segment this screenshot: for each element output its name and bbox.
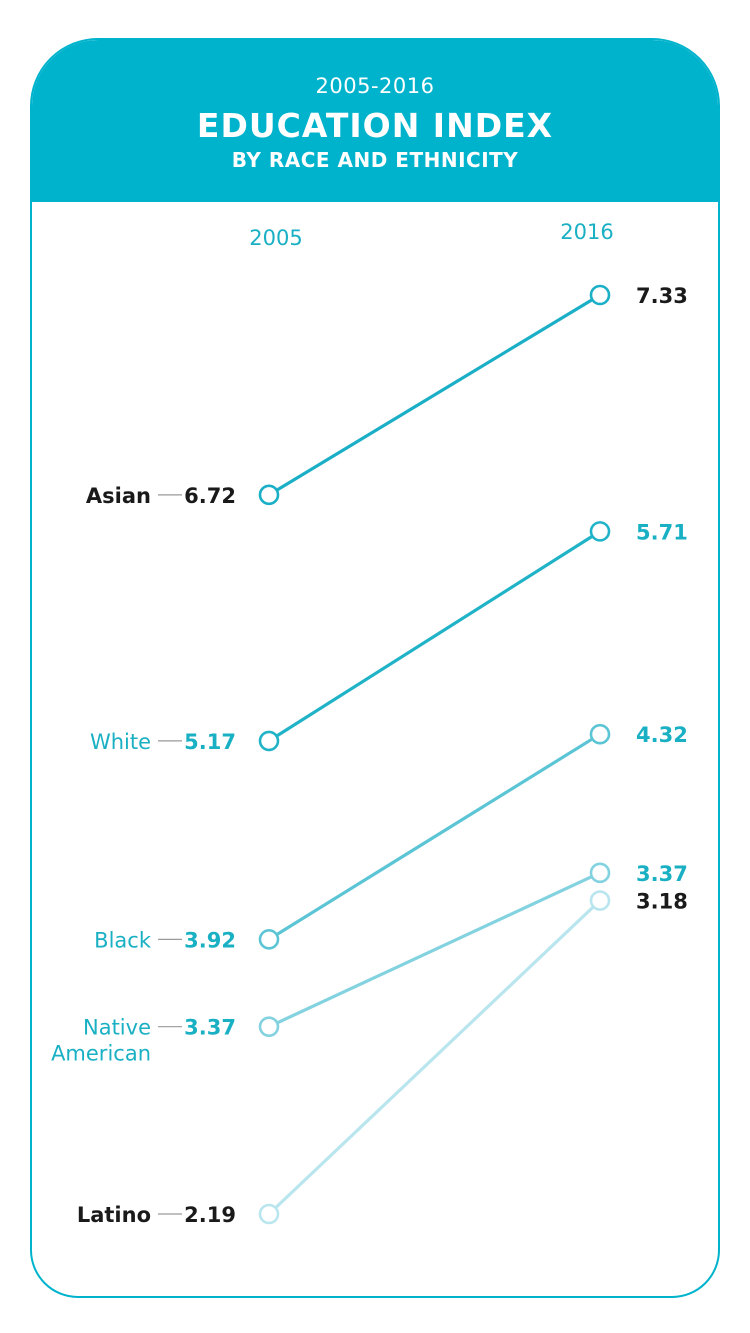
- point-2005-black: [258, 929, 280, 950]
- point-2005-white: [258, 730, 280, 752]
- value-2016-asian: 7.33: [636, 284, 688, 308]
- value-2005-white: 5.17: [184, 730, 236, 754]
- value-2016-native-american: 3.37: [636, 862, 688, 886]
- category-label-black: Black: [94, 928, 152, 952]
- chart-header: 2005-2016 EDUCATION INDEX BY RACE AND ET…: [32, 40, 718, 202]
- value-2005-native-american: 3.37: [184, 1016, 236, 1040]
- point-2005-asian: [258, 484, 280, 506]
- series-line-native-american: [268, 871, 601, 1029]
- value-2005-latino: 2.19: [184, 1203, 236, 1227]
- point-2016-black: [589, 723, 611, 745]
- point-2005-latino: [258, 1203, 280, 1225]
- series-line-latino: [267, 899, 602, 1216]
- series-line-asian: [268, 293, 601, 497]
- year-label-2005: 2005: [249, 226, 302, 250]
- value-2005-black: 3.92: [184, 928, 236, 952]
- point-2016-native-american: [589, 862, 611, 884]
- category-label-native-american-line-2: American: [51, 1042, 151, 1066]
- period-label: 2005-2016: [315, 74, 435, 98]
- chart-card: 2005-2016 EDUCATION INDEX BY RACE AND ET…: [30, 38, 720, 1298]
- point-2005-native-american: [258, 1016, 280, 1037]
- year-label-2016: 2016: [560, 220, 613, 244]
- value-2016-latino: 3.18: [636, 890, 688, 914]
- value-2016-black: 4.32: [636, 723, 688, 747]
- series-line-white: [268, 530, 601, 743]
- value-2016-white: 5.71: [636, 520, 688, 544]
- chart-title: EDUCATION INDEX: [196, 106, 554, 145]
- category-label-latino: Latino: [77, 1203, 151, 1227]
- point-2016-white: [589, 521, 611, 542]
- point-2016-latino: [589, 890, 611, 911]
- category-label-native-american-line-1: Native: [83, 1016, 151, 1040]
- chart-subtitle: BY RACE AND ETHNICITY: [231, 148, 519, 172]
- category-label-asian: Asian: [86, 484, 151, 508]
- category-label-white: White: [90, 730, 151, 754]
- value-2005-asian: 6.72: [184, 484, 236, 508]
- series-line-black: [268, 732, 601, 941]
- point-2016-asian: [589, 284, 611, 306]
